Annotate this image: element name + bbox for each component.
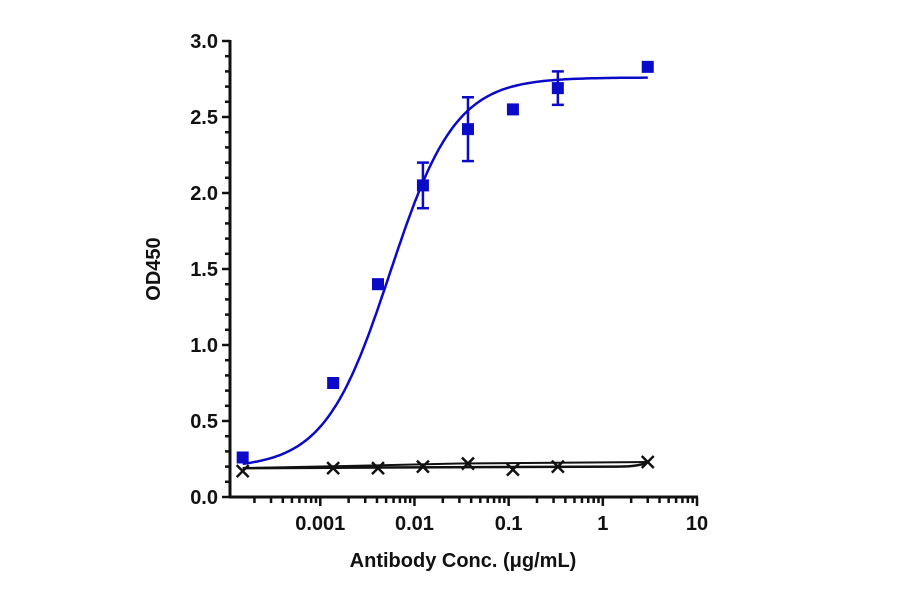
data-point-antibody [641, 60, 654, 73]
y-tick-label: 0.0 [190, 487, 218, 509]
data-point-control [550, 459, 565, 474]
data-point-antibody [461, 123, 474, 136]
data-point-control [371, 461, 385, 476]
fit-curve-antibody [242, 76, 648, 466]
x-tick-label: 0.01 [395, 513, 434, 535]
data-point-antibody [416, 179, 429, 192]
x-axis-title: Antibody Conc. (μg/mL) [350, 550, 577, 572]
data-point-control [326, 461, 341, 476]
x-tick-label: 1 [597, 513, 608, 535]
y-tick-label: 2.0 [190, 183, 218, 205]
x-tick-label: 0.001 [295, 513, 345, 535]
y-axis-title: OD450 [143, 237, 165, 300]
data-point-control [640, 455, 655, 469]
data-point-control [461, 456, 475, 471]
x-tick-label: 0.1 [495, 513, 523, 535]
y-tick-label: 0.5 [190, 411, 218, 433]
data-point-control [506, 462, 520, 477]
data-point-antibody [506, 103, 519, 116]
data-point-antibody [236, 451, 249, 464]
axes: 0.0 0.5 1.0 1.5 2.0 2.5 3.0 0.001 0.01 0.1 1 10 [190, 31, 708, 535]
y-tick-label: 2.5 [190, 107, 218, 129]
data-point-antibody [371, 278, 384, 291]
data-point-antibody [327, 377, 340, 389]
y-tick-label: 3.0 [190, 31, 218, 53]
x-tick-label: 10 [686, 513, 708, 535]
fit-curve-control-2 [242, 461, 648, 470]
data-point-antibody [551, 82, 564, 95]
plot-area [235, 60, 655, 479]
y-tick-label: 1.0 [190, 335, 218, 357]
data-point-control [416, 459, 430, 474]
data-point-control [235, 464, 250, 479]
y-tick-label: 1.5 [190, 259, 218, 281]
